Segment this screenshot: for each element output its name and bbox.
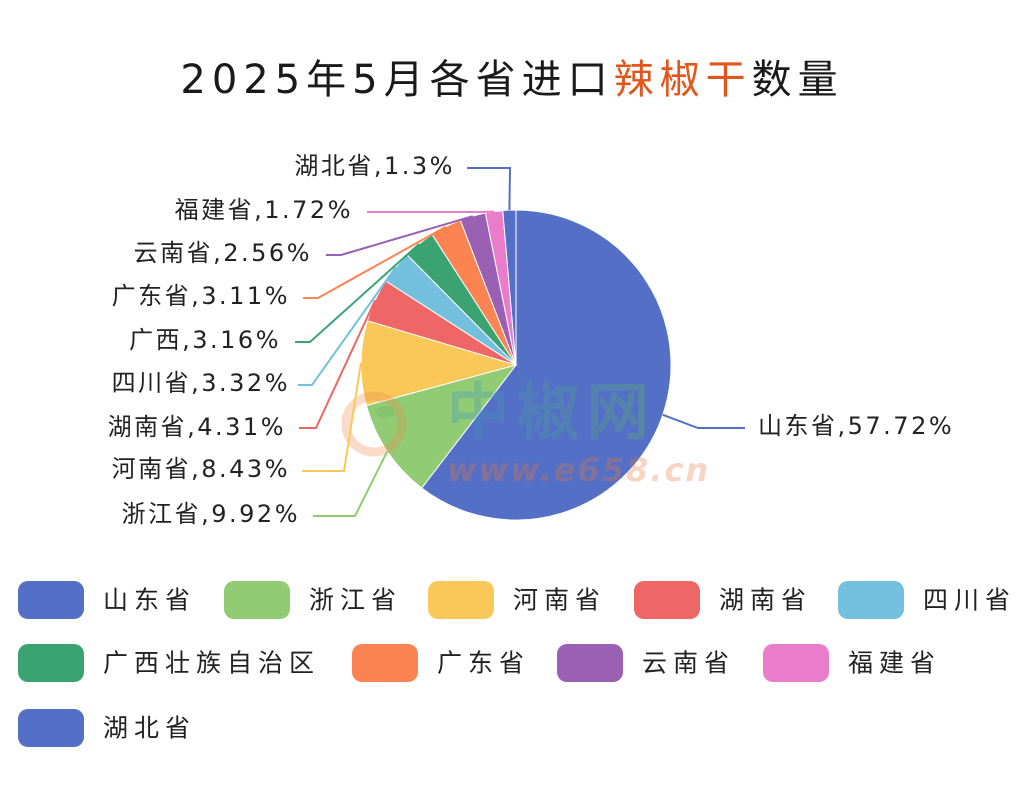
leader-line-7 (303, 225, 447, 299)
watermark-url: www.e658.cn (447, 451, 710, 489)
legend-item-7: 广东省 (352, 644, 530, 682)
legend-swatch-1 (18, 581, 84, 619)
legend-label-10: 湖北省 (103, 714, 196, 743)
slice-label-5: 四川省,3.32% (112, 369, 290, 397)
legend-item-3: 河南省 (428, 581, 606, 619)
legend-item-5: 四川省 (838, 581, 1016, 619)
legend-label-9: 福建省 (848, 649, 941, 678)
chart-title-highlight: 辣椒干 (614, 57, 752, 103)
legend-label-5: 四川省 (923, 586, 1016, 615)
slice-label-8: 云南省,2.56% (134, 239, 312, 267)
leader-line-10 (467, 167, 512, 211)
chart-title-part: 数量 (752, 57, 844, 103)
leader-line-4 (299, 299, 377, 429)
legend-label-2: 浙江省 (309, 586, 402, 615)
slice-label-7: 广东省,3.11% (112, 282, 290, 310)
leader-line-5 (298, 266, 397, 386)
leader-line-3 (302, 362, 362, 472)
leader-line-1 (662, 413, 745, 429)
legend-swatch-6 (18, 644, 84, 682)
slice-labels: 山东省,57.72% 浙江省,9.92% 河南省,8.43% 湖南省,4.31% 四川省… (108, 152, 954, 528)
slice-label-3: 河南省,8.43% (112, 455, 290, 483)
legend-swatch-5 (838, 581, 904, 619)
legend-swatch-3 (428, 581, 494, 619)
pie-slices (360, 209, 672, 521)
legend-item-9: 福建省 (763, 644, 941, 682)
pie-slice-1 (421, 209, 672, 521)
legend-label-1: 山东省 (103, 586, 196, 615)
leader-line-2 (313, 450, 389, 517)
leader-line-8 (326, 215, 474, 256)
legend-swatch-4 (634, 581, 700, 619)
slice-label-2: 浙江省,9.92% (122, 500, 300, 528)
legend-swatch-8 (557, 644, 623, 682)
legend-swatch-10 (18, 709, 84, 747)
watermark-name: 中椒网 (447, 376, 657, 449)
chart-title: 2025年5月各省进口辣椒干数量 (180, 57, 843, 103)
legend-swatch-2 (224, 581, 290, 619)
slice-label-1: 山东省,57.72% (758, 412, 954, 440)
legend-swatch-7 (352, 644, 418, 682)
slice-label-10: 湖北省,1.3% (294, 152, 455, 180)
legend-item-10: 湖北省 (18, 709, 196, 747)
watermark-logo-icon (341, 391, 407, 457)
watermark: 中椒网 www.e658.cn (341, 376, 710, 489)
legend-label-4: 湖南省 (719, 586, 812, 615)
legend-item-4: 湖南省 (634, 581, 812, 619)
legend-label-3: 河南省 (513, 586, 606, 615)
slice-label-6: 广西,3.16% (129, 326, 281, 354)
legend-swatch-9 (763, 644, 829, 682)
legend-label-6: 广西壮族自治区 (103, 649, 320, 678)
leader-lines (295, 167, 745, 517)
pie-slice-10 (502, 209, 517, 366)
legend-label-7: 广东省 (437, 649, 530, 678)
legend-item-2: 浙江省 (224, 581, 402, 619)
legend-label-8: 云南省 (642, 649, 735, 678)
chart-title-part: 2025年5月各省进口 (180, 57, 613, 103)
slice-label-9: 福建省,1.72% (175, 196, 353, 224)
legend-item-1: 山东省 (18, 581, 196, 619)
leader-line-6 (295, 243, 420, 343)
slice-label-4: 湖南省,4.31% (108, 413, 286, 441)
legend-item-6: 广西壮族自治区 (18, 644, 320, 682)
legend-item-8: 云南省 (557, 644, 735, 682)
